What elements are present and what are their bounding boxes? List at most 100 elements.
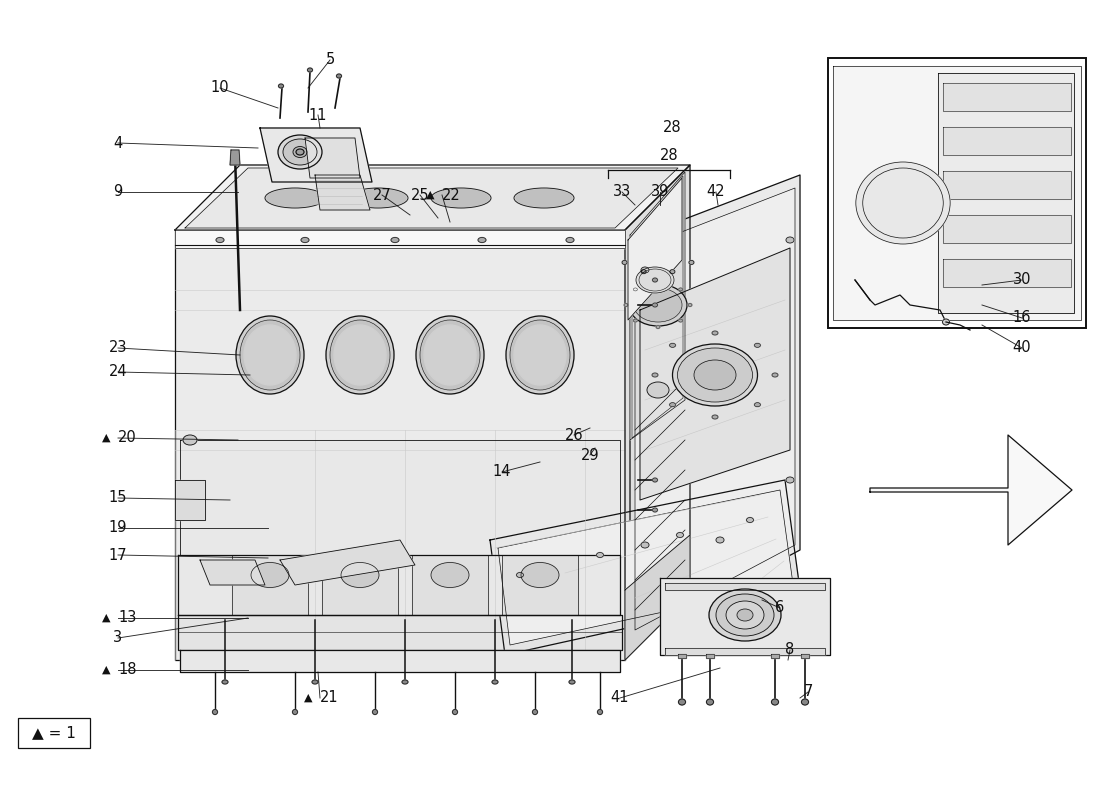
Ellipse shape xyxy=(514,188,574,208)
Polygon shape xyxy=(943,171,1071,199)
Ellipse shape xyxy=(416,316,484,394)
Ellipse shape xyxy=(678,348,752,402)
Ellipse shape xyxy=(569,680,575,684)
Text: 41: 41 xyxy=(610,690,629,706)
Text: 42: 42 xyxy=(706,185,725,199)
Ellipse shape xyxy=(943,319,949,325)
Polygon shape xyxy=(498,490,793,645)
Ellipse shape xyxy=(283,139,317,165)
Ellipse shape xyxy=(755,343,760,347)
Ellipse shape xyxy=(478,238,486,242)
Ellipse shape xyxy=(278,135,322,169)
Text: 28: 28 xyxy=(662,121,681,135)
Polygon shape xyxy=(178,615,621,650)
Ellipse shape xyxy=(676,533,683,538)
Text: 7: 7 xyxy=(803,685,813,699)
Polygon shape xyxy=(185,168,678,228)
Ellipse shape xyxy=(679,288,683,291)
Text: 6: 6 xyxy=(776,601,784,615)
Ellipse shape xyxy=(786,477,794,483)
Text: 24: 24 xyxy=(109,365,128,379)
Polygon shape xyxy=(175,230,625,248)
Ellipse shape xyxy=(670,343,675,347)
Ellipse shape xyxy=(183,435,197,445)
Ellipse shape xyxy=(747,518,754,522)
Ellipse shape xyxy=(652,278,658,282)
Polygon shape xyxy=(870,435,1072,545)
Ellipse shape xyxy=(887,189,920,217)
Ellipse shape xyxy=(216,238,224,242)
Ellipse shape xyxy=(641,270,646,274)
Text: 11: 11 xyxy=(309,107,328,122)
Polygon shape xyxy=(943,83,1071,111)
Ellipse shape xyxy=(652,303,658,307)
Text: 19: 19 xyxy=(109,521,128,535)
Polygon shape xyxy=(175,480,205,520)
Text: 22: 22 xyxy=(442,187,461,202)
Text: 30: 30 xyxy=(1013,273,1032,287)
Text: 18: 18 xyxy=(118,662,136,678)
Ellipse shape xyxy=(656,326,660,329)
Polygon shape xyxy=(322,555,398,615)
Ellipse shape xyxy=(514,325,566,385)
Ellipse shape xyxy=(647,382,669,398)
Ellipse shape xyxy=(689,261,694,265)
Polygon shape xyxy=(180,440,620,555)
Ellipse shape xyxy=(712,331,718,335)
Ellipse shape xyxy=(634,288,637,291)
Ellipse shape xyxy=(373,710,377,714)
Polygon shape xyxy=(230,150,240,165)
Text: a passion for parts since 1: a passion for parts since 1 xyxy=(234,628,546,652)
Polygon shape xyxy=(943,259,1071,287)
Ellipse shape xyxy=(726,601,764,629)
Polygon shape xyxy=(938,73,1074,313)
Ellipse shape xyxy=(296,149,304,155)
Polygon shape xyxy=(625,535,690,660)
Polygon shape xyxy=(502,555,578,615)
Polygon shape xyxy=(305,138,360,178)
Text: ▲: ▲ xyxy=(304,693,312,703)
Polygon shape xyxy=(180,650,620,672)
Ellipse shape xyxy=(337,74,341,78)
Polygon shape xyxy=(801,654,808,658)
Polygon shape xyxy=(490,480,800,655)
Text: 33: 33 xyxy=(613,185,631,199)
Ellipse shape xyxy=(516,190,572,206)
Text: 13: 13 xyxy=(118,610,136,626)
Ellipse shape xyxy=(350,190,406,206)
Ellipse shape xyxy=(871,175,935,231)
Text: 5: 5 xyxy=(326,53,334,67)
Polygon shape xyxy=(666,648,825,655)
Ellipse shape xyxy=(862,168,944,238)
Ellipse shape xyxy=(492,680,498,684)
Ellipse shape xyxy=(755,402,760,406)
Ellipse shape xyxy=(634,288,682,322)
Ellipse shape xyxy=(629,284,688,326)
Ellipse shape xyxy=(656,282,660,285)
Ellipse shape xyxy=(623,261,627,265)
Ellipse shape xyxy=(267,190,323,206)
Ellipse shape xyxy=(222,680,228,684)
Ellipse shape xyxy=(341,562,380,587)
Ellipse shape xyxy=(772,373,778,377)
Ellipse shape xyxy=(532,710,538,714)
Text: 3: 3 xyxy=(113,630,122,646)
Ellipse shape xyxy=(402,680,408,684)
Ellipse shape xyxy=(636,267,674,293)
Text: ▲: ▲ xyxy=(101,665,110,675)
Ellipse shape xyxy=(652,508,658,512)
Polygon shape xyxy=(660,578,830,655)
Ellipse shape xyxy=(710,589,781,641)
Ellipse shape xyxy=(265,188,324,208)
Ellipse shape xyxy=(301,238,309,242)
Ellipse shape xyxy=(672,344,758,406)
Text: 27: 27 xyxy=(373,187,392,202)
Bar xyxy=(18,718,90,748)
Polygon shape xyxy=(315,175,370,210)
Ellipse shape xyxy=(506,316,574,394)
Text: ▲: ▲ xyxy=(101,613,110,623)
Ellipse shape xyxy=(433,190,490,206)
Ellipse shape xyxy=(679,319,683,322)
Ellipse shape xyxy=(641,542,649,548)
Polygon shape xyxy=(678,654,686,658)
